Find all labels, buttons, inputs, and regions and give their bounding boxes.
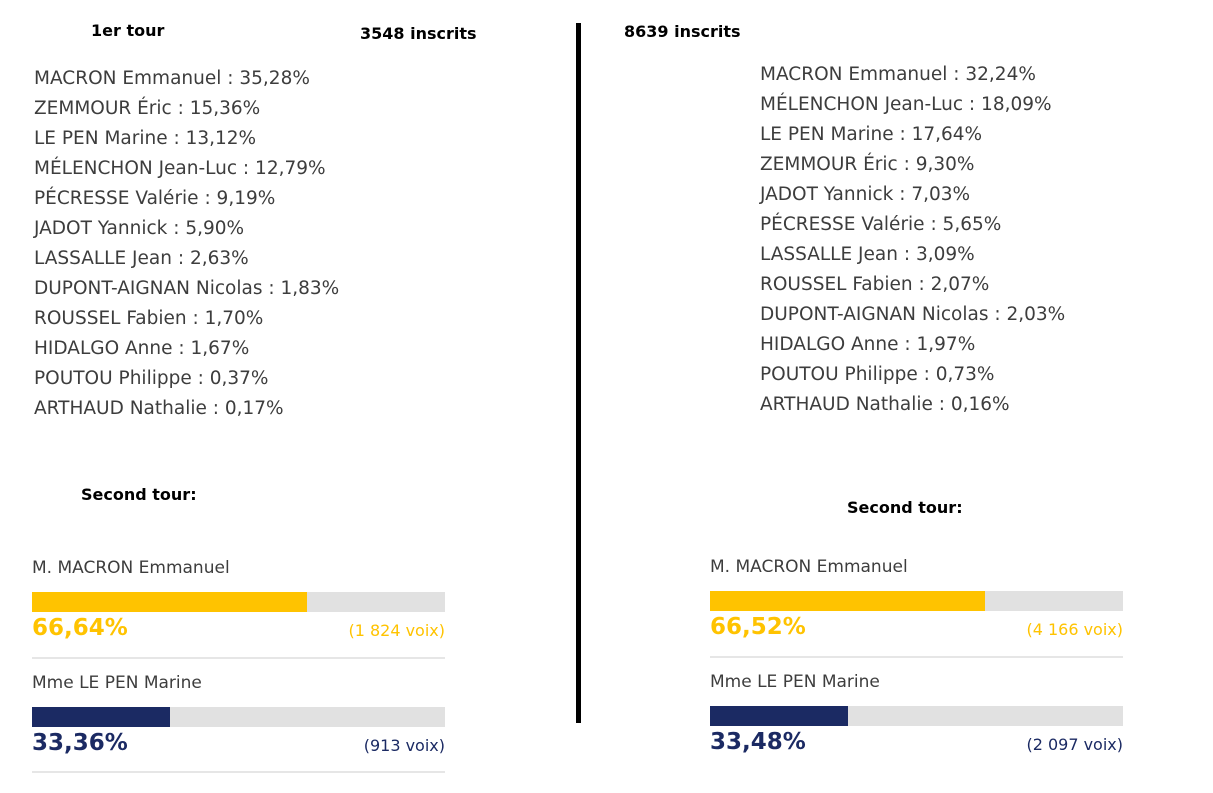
vote-count: (1 824 voix) (348, 621, 445, 640)
candidate-name: M. MACRON Emmanuel (32, 558, 230, 578)
progress-bar-fill (710, 706, 849, 726)
list-item: ROUSSEL Fabien : 1,70% (34, 308, 264, 329)
vote-count: (4 166 voix) (1026, 620, 1123, 639)
list-item: HIDALGO Anne : 1,67% (34, 338, 250, 359)
list-item: MACRON Emmanuel : 35,28% (34, 68, 310, 89)
percent-value: 66,52% (710, 614, 806, 640)
divider (32, 657, 445, 659)
list-item: POUTOU Philippe : 0,37% (34, 368, 269, 389)
list-item: LE PEN Marine : 13,12% (34, 128, 257, 149)
candidate-name: Mme LE PEN Marine (710, 672, 880, 692)
right-first-round-list: MACRON Emmanuel : 32,24% MÉLENCHON Jean-… (760, 60, 1065, 420)
list-item: ARTHAUD Nathalie : 0,16% (760, 394, 1010, 415)
left-second-round-results: M. MACRON Emmanuel 66,64% (1 824 voix) M… (32, 556, 445, 776)
list-item: ZEMMOUR Éric : 15,36% (34, 98, 261, 119)
left-second-round-label: Second tour: (81, 485, 197, 504)
left-first-round-list: MACRON Emmanuel : 35,28% ZEMMOUR Éric : … (34, 64, 339, 424)
list-item: LASSALLE Jean : 2,63% (34, 248, 249, 269)
divider (710, 656, 1123, 658)
candidate-name: M. MACRON Emmanuel (710, 557, 908, 577)
list-item: PÉCRESSE Valérie : 5,65% (760, 214, 1002, 235)
list-item: POUTOU Philippe : 0,73% (760, 364, 995, 385)
left-registered-count: 3548 inscrits (360, 24, 477, 43)
progress-bar-track (32, 707, 445, 727)
progress-bar-fill (32, 707, 170, 727)
progress-bar-track (710, 591, 1123, 611)
list-item: MÉLENCHON Jean-Luc : 12,79% (34, 158, 326, 179)
progress-bar-track (32, 592, 445, 612)
progress-bar-fill (710, 591, 985, 611)
list-item: MACRON Emmanuel : 32,24% (760, 64, 1036, 85)
vote-count: (2 097 voix) (1026, 735, 1123, 754)
divider (32, 771, 445, 773)
list-item: PÉCRESSE Valérie : 9,19% (34, 188, 276, 209)
list-item: HIDALGO Anne : 1,97% (760, 334, 976, 355)
list-item: ROUSSEL Fabien : 2,07% (760, 274, 990, 295)
list-item: MÉLENCHON Jean-Luc : 18,09% (760, 94, 1052, 115)
list-item: ARTHAUD Nathalie : 0,17% (34, 398, 284, 419)
candidate-name: Mme LE PEN Marine (32, 673, 202, 693)
list-item: JADOT Yannick : 7,03% (760, 184, 971, 205)
vote-count: (913 voix) (363, 736, 445, 755)
progress-bar-fill (32, 592, 308, 612)
list-item: DUPONT-AIGNAN Nicolas : 1,83% (34, 278, 340, 299)
right-registered-count: 8639 inscrits (624, 22, 741, 41)
right-second-round-label: Second tour: (847, 498, 963, 517)
progress-bar-track (710, 706, 1123, 726)
percent-value: 66,64% (32, 615, 128, 641)
list-item: LE PEN Marine : 17,64% (760, 124, 983, 145)
right-second-round-results: M. MACRON Emmanuel 66,52% (4 166 voix) M… (710, 555, 1123, 775)
list-item: ZEMMOUR Éric : 9,30% (760, 154, 975, 175)
column-divider (576, 23, 581, 723)
percent-value: 33,36% (32, 730, 128, 756)
list-item: LASSALLE Jean : 3,09% (760, 244, 975, 265)
percent-value: 33,48% (710, 729, 806, 755)
round-one-label: 1er tour (91, 21, 165, 40)
list-item: JADOT Yannick : 5,90% (34, 218, 245, 239)
list-item: DUPONT-AIGNAN Nicolas : 2,03% (760, 304, 1066, 325)
